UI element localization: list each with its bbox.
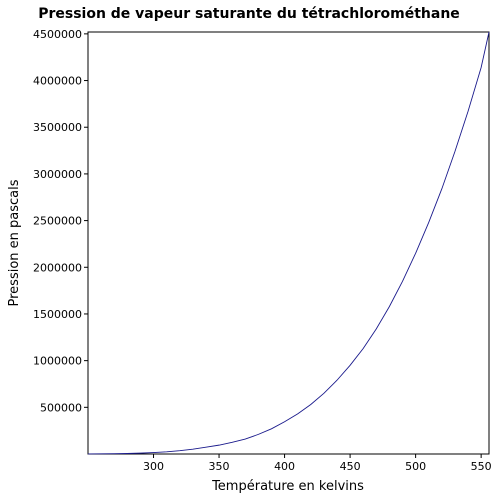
x-tick-label: 300 [143, 460, 164, 473]
x-tick-label: 450 [340, 460, 361, 473]
plot-frame [87, 31, 490, 455]
chart-title: Pression de vapeur saturante du tétrachl… [38, 6, 460, 22]
y-tick-label: 3000000 [33, 168, 82, 181]
y-axis-label: Pression en pascals [7, 179, 22, 306]
y-tick-label: 1000000 [33, 355, 82, 368]
y-tick-label: 4500000 [33, 28, 82, 41]
y-tick-label: 4000000 [33, 75, 82, 88]
x-tick-label: 550 [471, 460, 492, 473]
y-tick-label: 500000 [40, 401, 82, 414]
x-tick-label: 400 [274, 460, 295, 473]
y-tick-label: 2500000 [33, 215, 82, 228]
x-tick-label: 500 [405, 460, 426, 473]
y-tick-label: 2000000 [33, 261, 82, 274]
y-tick-label: 1500000 [33, 308, 82, 321]
data-line [87, 31, 490, 455]
x-axis-label: Température en kelvins [211, 479, 364, 494]
y-tick-label: 3500000 [33, 121, 82, 134]
x-tick-label: 350 [209, 460, 230, 473]
